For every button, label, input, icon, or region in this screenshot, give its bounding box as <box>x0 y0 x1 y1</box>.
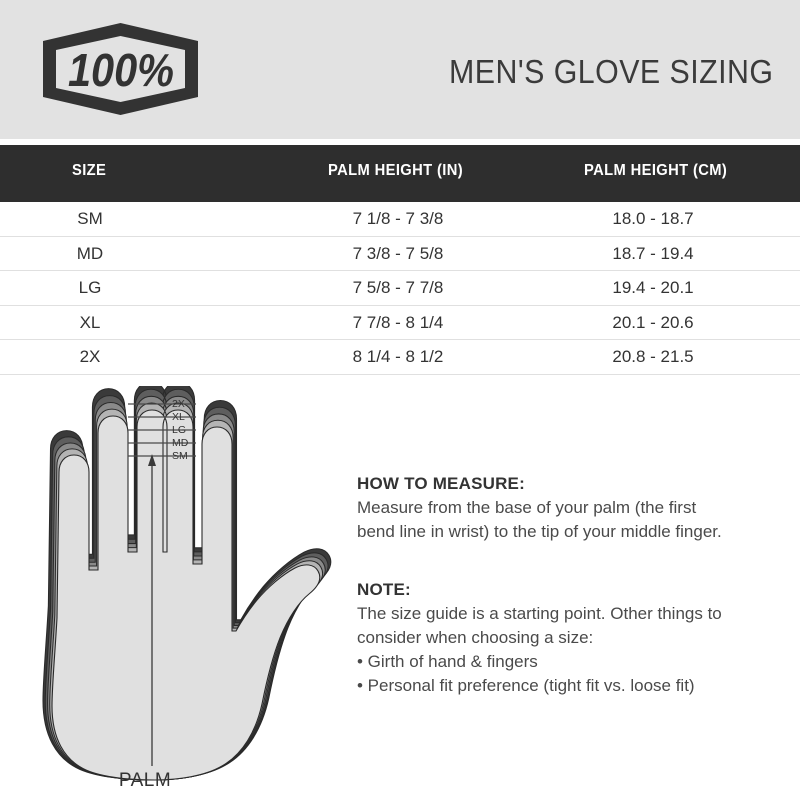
size-label-2x: 2X <box>172 398 185 410</box>
measurement-arrow <box>148 454 156 766</box>
cell-palm-in: 7 7/8 - 8 1/4 <box>352 312 444 332</box>
how-to-measure-line-2: bend line in wrist) to the tip of your m… <box>357 522 722 541</box>
cell-size: MD <box>76 243 104 263</box>
info-panel: HOW TO MEASURE: Measure from the base of… <box>357 474 777 698</box>
sizing-table-body: SM 7 1/8 - 7 3/8 18.0 - 18.7 MD 7 3/8 - … <box>0 202 800 375</box>
size-label-md: MD <box>172 437 189 449</box>
table-row: SM 7 1/8 - 7 3/8 18.0 - 18.7 <box>0 202 800 237</box>
how-to-measure-heading: HOW TO MEASURE: <box>357 474 525 493</box>
note-heading: NOTE: <box>357 580 411 599</box>
cell-palm-cm: 19.4 - 20.1 <box>612 278 694 297</box>
column-header-palm-height-in: PALM HEIGHT (IN) <box>328 162 464 179</box>
size-tick-lines <box>128 403 196 457</box>
arrow-head-icon <box>148 454 156 466</box>
cell-palm-cm: 18.7 - 19.4 <box>612 243 694 263</box>
cell-palm-in: 7 1/8 - 7 3/8 <box>352 209 444 228</box>
cell-palm-in: 8 1/4 - 8 1/2 <box>352 347 444 366</box>
palm-label: PALM <box>118 770 172 791</box>
cell-size: SM <box>77 209 103 228</box>
note-bullet-girth: • Girth of hand & fingers <box>357 652 538 671</box>
cell-size: XL <box>79 312 101 332</box>
table-row: MD 7 3/8 - 7 5/8 18.7 - 19.4 <box>0 237 800 271</box>
size-label-sm: SM <box>172 450 188 462</box>
how-to-measure-line-1: Measure from the base of your palm (the … <box>357 498 697 517</box>
table-row: LG 7 5/8 - 7 7/8 19.4 - 20.1 <box>0 271 800 306</box>
brand-logo: 100% <box>38 21 203 117</box>
table-row: XL 7 7/8 - 8 1/4 20.1 - 20.6 <box>0 306 800 340</box>
cell-palm-cm: 20.1 - 20.6 <box>612 312 694 332</box>
cell-palm-cm: 20.8 - 21.5 <box>612 347 694 366</box>
cell-size: LG <box>78 278 102 297</box>
cell-size: 2X <box>79 347 101 366</box>
cell-palm-in: 7 3/8 - 7 5/8 <box>352 243 444 263</box>
svg-text:100%: 100% <box>68 44 174 96</box>
table-row: 2X 8 1/4 - 8 1/2 20.8 - 21.5 <box>0 340 800 375</box>
cell-palm-cm: 18.0 - 18.7 <box>612 209 694 228</box>
size-label-lg: LG <box>172 424 187 436</box>
hand-diagram: 2X XL LG MD SM <box>0 386 345 801</box>
page-title: MEN'S GLOVE SIZING <box>449 53 774 90</box>
page-header: 100% MEN'S GLOVE SIZING <box>0 0 800 139</box>
section-spacer <box>357 544 777 580</box>
note-bullet-fit-preference: • Personal fit preference (tight fit vs.… <box>357 676 695 695</box>
column-header-size: SIZE <box>72 162 107 179</box>
note-line-2: consider when choosing a size: <box>357 628 594 647</box>
cell-palm-in: 7 5/8 - 7 7/8 <box>352 278 444 297</box>
table-header-row: SIZE PALM HEIGHT (IN) PALM HEIGHT (CM) <box>0 145 800 202</box>
size-label-xl: XL <box>172 411 185 423</box>
column-header-palm-height-cm: PALM HEIGHT (CM) <box>584 162 728 179</box>
note-line-1: The size guide is a starting point. Othe… <box>357 604 722 623</box>
